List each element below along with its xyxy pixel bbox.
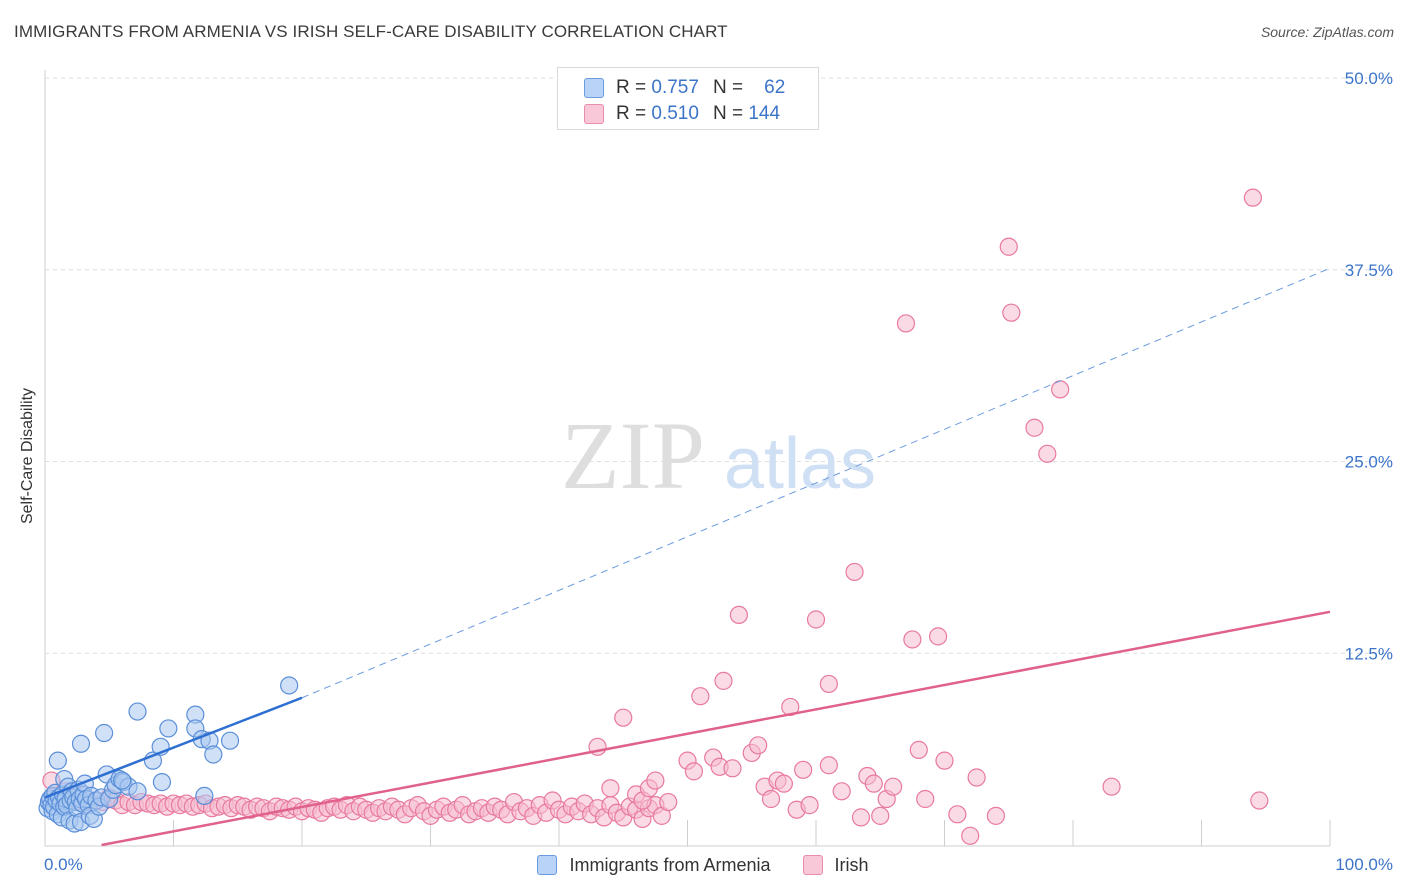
data-point-irish (691, 687, 710, 706)
legend-n-value: 144 (748, 103, 781, 124)
trend-line-armenia (44, 696, 303, 799)
legend-r-label: R = (616, 103, 647, 124)
y-tick-label: 25.0% (1345, 453, 1393, 472)
data-point-irish (749, 736, 768, 755)
legend-r-value: 0.757 (651, 77, 699, 98)
data-point-irish (684, 762, 704, 781)
data-point-irish (723, 759, 742, 778)
legend-r-value: 0.510 (651, 103, 699, 124)
data-point-irish (1243, 188, 1263, 207)
data-point-armenia (204, 745, 223, 764)
legend-swatch-irish (584, 104, 604, 124)
data-point-armenia (128, 782, 147, 801)
data-point-irish (819, 756, 838, 775)
stats-legend: R = 0.757 N = 62 R = 0.510 N = 144 (557, 67, 819, 130)
data-point-irish (948, 805, 967, 824)
data-point-irish (961, 826, 980, 845)
data-point-irish (729, 605, 749, 625)
data-point-irish (1051, 380, 1070, 399)
data-point-armenia (48, 751, 67, 770)
data-point-armenia (280, 676, 299, 695)
data-point-irish (1002, 303, 1021, 322)
x-tick-label: 0.0% (44, 855, 83, 874)
data-point-irish (845, 562, 864, 582)
y-tick-label: 50.0% (1345, 69, 1393, 88)
data-point-irish (601, 779, 620, 798)
data-point-irish (794, 760, 813, 779)
data-point-irish (819, 674, 838, 694)
data-point-irish (1038, 444, 1057, 463)
data-point-irish (909, 740, 928, 759)
data-point-irish (714, 671, 733, 690)
legend-item-armenia[interactable]: Immigrants from Armenia (537, 854, 771, 876)
data-point-armenia (128, 702, 147, 721)
data-point-irish (871, 806, 890, 825)
data-point-irish (774, 774, 793, 793)
y-tick-label: 37.5% (1345, 261, 1393, 280)
data-point-irish (851, 808, 871, 827)
data-point-irish (1250, 791, 1269, 810)
source-label: Source: ZipAtlas.com (1260, 24, 1394, 40)
data-point-irish (659, 792, 678, 812)
data-point-armenia (152, 773, 172, 792)
data-point-irish (864, 774, 883, 793)
legend-swatch-armenia (584, 78, 604, 98)
legend-row-armenia: R = 0.757 N = 62 (584, 76, 785, 100)
y-axis-label: Self-Care Disability (19, 387, 36, 525)
data-point-irish (1102, 777, 1121, 796)
legend-swatch-irish (802, 855, 823, 875)
legend-label-irish: Irish (834, 854, 869, 875)
data-point-irish (896, 314, 916, 333)
legend-swatch-armenia (537, 855, 558, 875)
legend-item-irish[interactable]: Irish (802, 854, 869, 876)
trend-line-irish (101, 610, 1331, 847)
axes (44, 70, 1331, 847)
data-point-irish (832, 782, 851, 801)
x-tick-label: 100.0% (1335, 855, 1393, 874)
data-point-irish (761, 789, 781, 809)
watermark-atlas: atlas (724, 424, 876, 504)
data-point-irish (806, 610, 826, 629)
data-point-irish (800, 796, 819, 815)
watermark-zip: ZIP (561, 402, 705, 509)
data-point-irish (883, 777, 903, 796)
data-point-irish (903, 630, 922, 649)
data-point-irish (614, 708, 633, 727)
legend-n-label: N = (712, 103, 744, 124)
data-point-irish (916, 789, 935, 809)
watermark: ZIP atlas (561, 402, 876, 509)
trend-line-armenia-extension (301, 267, 1331, 699)
data-point-irish (986, 806, 1006, 825)
data-point-armenia (71, 734, 91, 753)
data-point-irish (935, 751, 954, 770)
legend-row-irish: R = 0.510 N = 144 (584, 102, 780, 126)
chart-title: IMMIGRANTS FROM ARMENIA VS IRISH SELF-CA… (14, 22, 728, 41)
legend-n-label: N = (712, 77, 744, 98)
data-point-irish (967, 768, 986, 787)
data-point-irish (999, 237, 1018, 256)
data-point-armenia (95, 723, 114, 743)
series-legend: Immigrants from Armenia Irish (0, 852, 1406, 878)
legend-r-label: R = (616, 77, 647, 98)
trend-lines (44, 267, 1331, 847)
legend-n-value: 62 (764, 77, 786, 98)
data-point-irish (646, 771, 665, 790)
data-point-armenia (112, 771, 132, 790)
data-point-irish (1025, 418, 1044, 437)
legend-label-armenia: Immigrants from Armenia (569, 854, 771, 875)
y-tick-label: 12.5% (1345, 644, 1393, 663)
grid-lines (45, 77, 1392, 654)
data-point-armenia (220, 731, 240, 750)
tick-labels: 12.5% 25.0% 37.5% 50.0% 0.0% 100.0% (44, 69, 1393, 874)
data-point-armenia (195, 786, 214, 806)
data-point-irish (928, 627, 948, 646)
data-point-armenia (159, 719, 178, 738)
